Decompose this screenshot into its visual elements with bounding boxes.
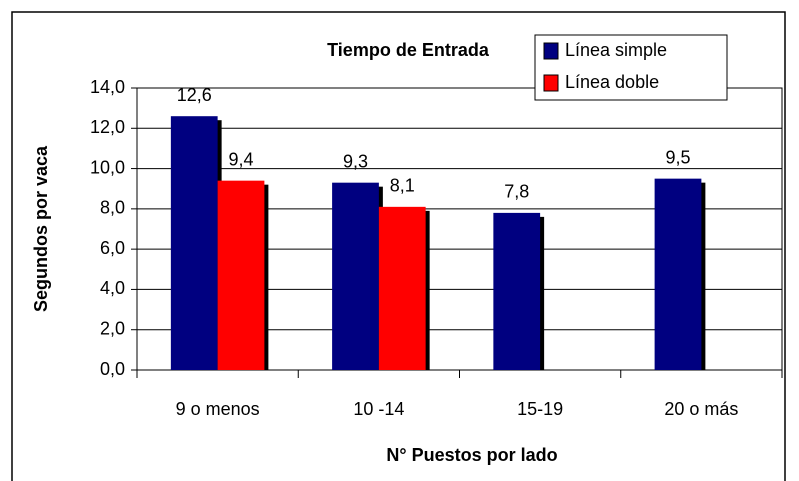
data-label: 9,5: [665, 147, 690, 167]
bar: [654, 178, 702, 370]
bar: [217, 180, 265, 370]
data-label: 9,3: [343, 151, 368, 171]
bar: [493, 212, 541, 370]
data-label: 12,6: [177, 85, 212, 105]
y-tick-label: 14,0: [90, 77, 125, 97]
bar: [378, 206, 426, 370]
x-tick-label: 15-19: [517, 399, 563, 419]
legend-label: Línea simple: [565, 40, 667, 60]
y-tick-label: 8,0: [100, 198, 125, 218]
bar: [170, 116, 218, 370]
y-tick-label: 4,0: [100, 278, 125, 298]
y-tick-label: 2,0: [100, 318, 125, 338]
y-tick-label: 10,0: [90, 157, 125, 177]
y-tick-label: 12,0: [90, 117, 125, 137]
y-axis-label: Segundos por vaca: [31, 145, 51, 312]
legend-box: [534, 34, 728, 101]
data-label: 8,1: [390, 176, 415, 196]
legend-swatch: [543, 42, 559, 60]
data-label: 7,8: [504, 182, 529, 202]
chart-title: Tiempo de Entrada: [327, 40, 490, 60]
x-tick-label: 10 -14: [353, 399, 404, 419]
y-tick-label: 0,0: [100, 359, 125, 379]
bar: [332, 182, 379, 370]
y-tick-label: 6,0: [100, 238, 125, 258]
x-axis-label: N° Puestos por lado: [386, 445, 557, 465]
legend-label: Línea doble: [565, 72, 659, 92]
x-tick-label: 9 o menos: [176, 399, 260, 419]
data-label: 9,4: [228, 149, 253, 169]
legend-swatch: [543, 74, 559, 92]
x-tick-label: 20 o más: [664, 399, 738, 419]
